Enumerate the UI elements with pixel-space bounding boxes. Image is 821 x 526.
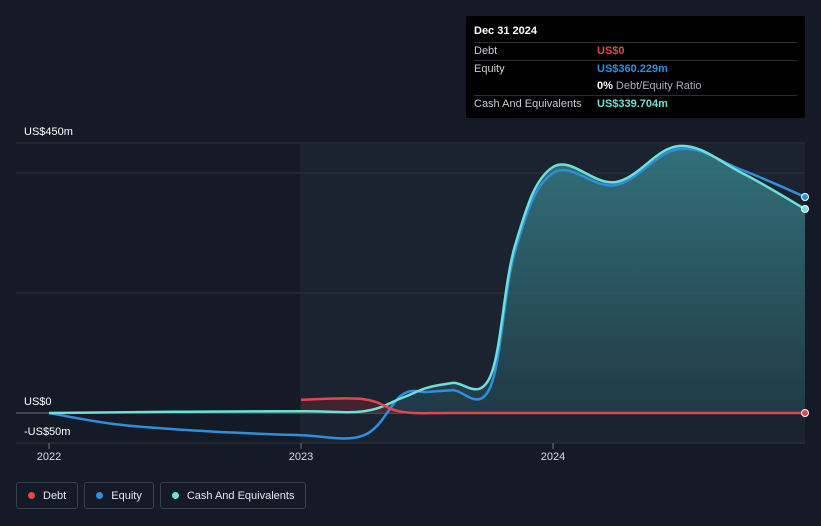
x-tick-label-2022: 2022	[37, 451, 61, 463]
cash-end-marker	[801, 205, 809, 213]
y-label-zero: US$0	[24, 396, 52, 408]
x-tick-label-2024: 2024	[541, 451, 565, 463]
equity-end-marker	[801, 193, 809, 201]
line-layer	[48, 144, 806, 440]
y-label-top: US$450m	[24, 126, 73, 138]
debt-line	[300, 397, 805, 415]
end-markers	[801, 193, 809, 417]
tooltip-equity-label: Equity	[474, 63, 505, 75]
tooltip-debt-value: US$0	[597, 45, 625, 57]
tooltip-panel: Dec 31 2024 Debt US$0 Equity US$360.229m…	[466, 16, 805, 118]
legend-item-cash[interactable]: Cash And Equivalents	[159, 482, 307, 509]
legend-cash-label: Cash And Equivalents	[186, 489, 295, 502]
cash-line	[48, 144, 806, 415]
x-tick-label-2023: 2023	[289, 451, 313, 463]
cash-area	[49, 145, 805, 414]
tooltip-row-debt: Debt US$0	[474, 42, 797, 60]
tooltip-cash-label: Cash And Equivalents	[474, 98, 582, 110]
y-label-bottom: -US$50m	[24, 426, 70, 438]
legend-debt-label: Debt	[43, 489, 67, 502]
legend-item-debt[interactable]: Debt	[16, 482, 79, 509]
equity-dot-icon	[96, 492, 104, 499]
legend-equity-label: Equity	[111, 489, 142, 502]
tooltip-debt-label: Debt	[474, 45, 498, 57]
tooltip-row-cash: Cash And Equivalents US$339.704m	[474, 95, 797, 113]
equity-line	[48, 147, 806, 440]
x-axis-ticks: 2022 2023 2024	[37, 443, 565, 463]
tooltip-date: Dec 31 2024	[474, 25, 537, 37]
legend: Debt Equity Cash And Equivalents	[16, 482, 307, 509]
legend-item-equity[interactable]: Equity	[84, 482, 154, 509]
cash-dot-icon	[171, 492, 179, 499]
tooltip-ratio-label: Debt/Equity Ratio	[615, 80, 702, 92]
tooltip-cash-value: US$339.704m	[597, 98, 668, 110]
tooltip-row-ratio: 0% Debt/Equity Ratio	[474, 78, 797, 95]
tooltip-row-equity: Equity US$360.229m	[474, 60, 797, 78]
tooltip-ratio-pct: 0%	[597, 80, 613, 92]
debt-end-marker	[801, 409, 809, 417]
tooltip-equity-value: US$360.229m	[597, 63, 668, 75]
debt-dot-icon	[28, 492, 35, 499]
